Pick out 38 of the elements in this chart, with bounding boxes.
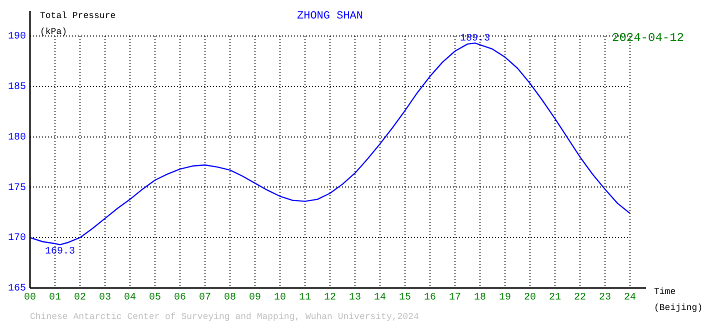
x-tick-label: 01: [48, 292, 62, 304]
x-tick-label: 22: [574, 292, 586, 304]
x-tick-label: 12: [324, 292, 336, 304]
x-tick-label: 18: [474, 292, 486, 304]
x-tick-label: 00: [24, 292, 36, 304]
annotation: 169.3: [44, 246, 76, 258]
y-tick-label: 175: [8, 182, 26, 194]
x-tick-label: 14: [374, 292, 386, 304]
x-tick-label: 23: [598, 292, 612, 304]
x-tick-label: 06: [174, 292, 186, 304]
x-tick-label: 11: [298, 292, 312, 304]
chart-subtitle: 2024-04-12: [612, 31, 684, 46]
x-tick-label: 20: [524, 292, 536, 304]
x-tick-label: 09: [248, 292, 262, 304]
x-tick-label: 07: [198, 292, 212, 304]
x-tick-label: 21: [548, 292, 562, 304]
x-tick-label: 24: [624, 292, 636, 304]
y-tick-label: 180: [8, 132, 26, 144]
x-tick-label: 03: [98, 292, 112, 304]
x-axis-title: Time (Beijing): [654, 286, 703, 313]
x-tick-label: 16: [424, 292, 436, 304]
annotation: 189.3: [460, 34, 490, 45]
y-tick-label: 185: [8, 82, 26, 94]
x-tick-label: 04: [124, 292, 136, 304]
x-tick-label: 15: [398, 292, 412, 304]
chart-title: ZHONG SHAN: [296, 10, 364, 22]
text: Chinese Antarctic Center of Surveying and Mapping, Wuhan University,2024: [30, 312, 419, 322]
x-tick-label: 10: [274, 292, 286, 304]
x-tick-label: 13: [348, 292, 362, 304]
y-tick-label: 165: [8, 284, 26, 295]
x-tick-label: 19: [498, 292, 512, 304]
x-tick-label: 08: [224, 292, 236, 304]
x-tick-label: 05: [148, 292, 162, 304]
y-axis-title: Total Pressure (kPa): [40, 10, 116, 37]
x-tick-label: 02: [74, 292, 86, 304]
y-tick-label: 190: [8, 32, 26, 43]
x-tick-label: 17: [448, 292, 462, 304]
y-tick-label: 170: [8, 233, 26, 244]
